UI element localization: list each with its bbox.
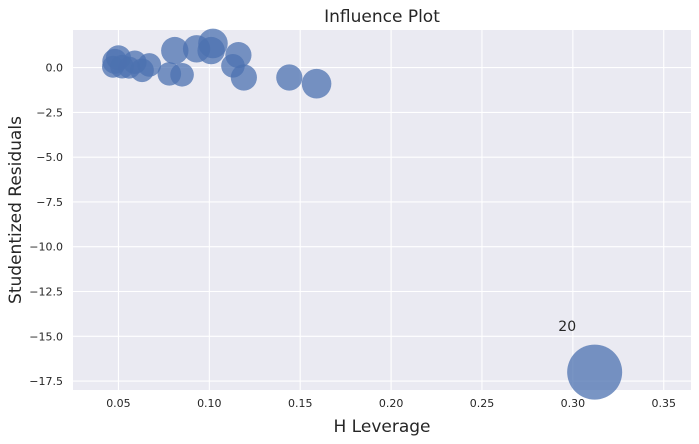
x-tick-label: 0.30 [561, 397, 586, 410]
x-tick-label: 0.05 [106, 397, 131, 410]
y-axis-label: Studentized Residuals [6, 116, 26, 304]
data-point [170, 62, 194, 87]
data-point [225, 41, 252, 69]
point-annotation: 20 [558, 319, 576, 335]
x-tick-label: 0.25 [470, 397, 495, 410]
data-point [137, 53, 162, 77]
y-tick-labels: 0.0 −2.5 −5.0 −7.5 −10.0 −12.5 −15.0 −17.5 [29, 62, 63, 388]
x-tick-label: 0.10 [197, 397, 222, 410]
y-tick-label: −17.5 [29, 375, 63, 388]
data-point [198, 28, 228, 59]
data-point [301, 68, 332, 99]
x-gridlines [117, 30, 665, 390]
data-point [230, 64, 257, 91]
x-tick-label: 0.20 [379, 397, 404, 410]
x-tick-label: 0.15 [288, 397, 313, 410]
plot-area [73, 30, 691, 390]
y-tick-label: −2.5 [36, 106, 63, 119]
data-point [161, 36, 189, 65]
y-tick-label: −5.0 [36, 151, 63, 164]
y-tick-label: 0.0 [46, 62, 64, 75]
x-axis-label: H Leverage [334, 417, 431, 437]
data-point [276, 64, 303, 91]
data-points [101, 28, 623, 400]
x-tick-label: 0.35 [651, 397, 676, 410]
y-tick-label: −10.0 [29, 241, 63, 254]
y-tick-label: −15.0 [29, 330, 63, 343]
x-tick-labels: 0.05 0.10 0.15 0.20 0.25 0.30 0.35 [106, 397, 676, 410]
y-tick-label: −7.5 [36, 196, 63, 209]
chart-title: Influence Plot [324, 7, 440, 27]
y-tick-label: −12.5 [29, 285, 63, 298]
annotations: 20 [558, 319, 576, 335]
data-point [567, 344, 623, 400]
